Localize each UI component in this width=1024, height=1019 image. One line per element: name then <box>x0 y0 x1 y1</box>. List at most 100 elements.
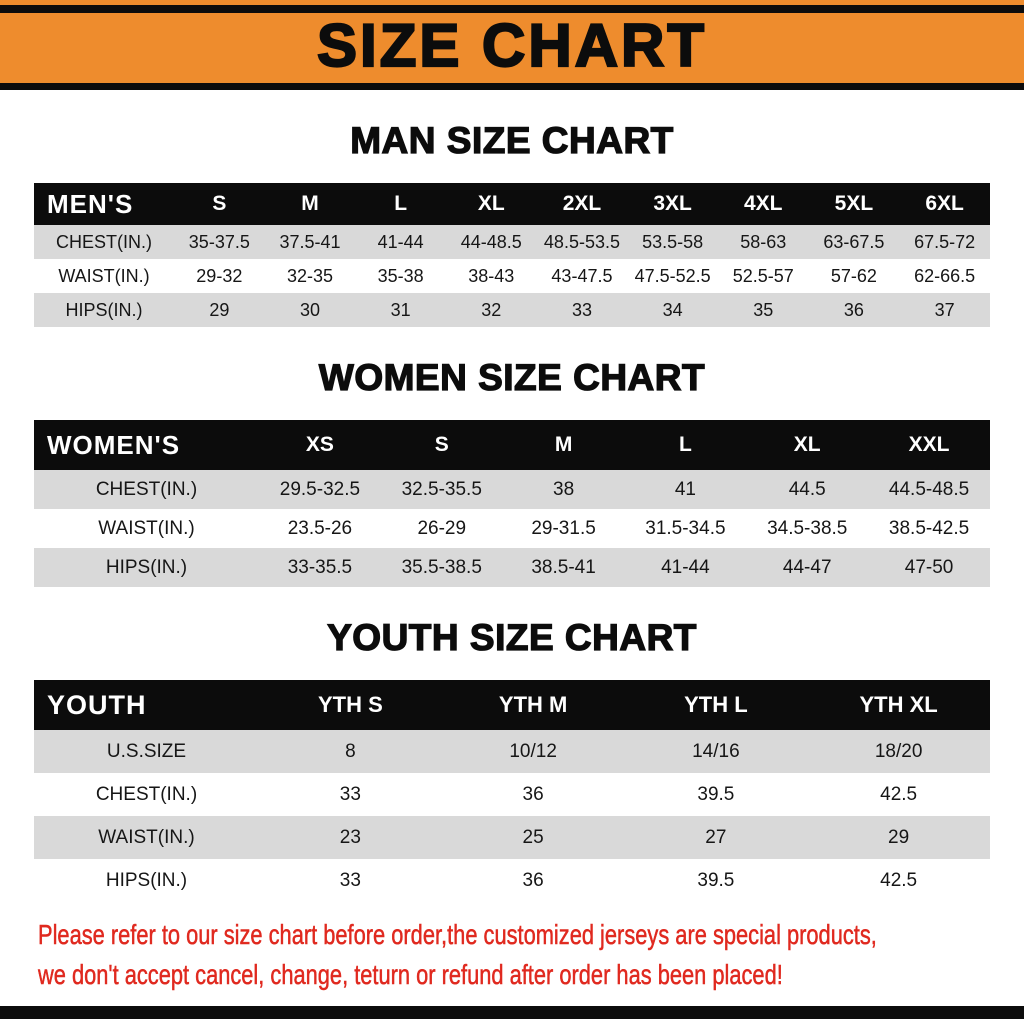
value-cell: 67.5-72 <box>914 231 976 252</box>
value-cell: 32 <box>481 299 502 320</box>
size-column-header: M <box>301 192 319 215</box>
table-title-cell: MEN'S <box>47 188 134 219</box>
footer-note-line-2: we don't accept cancel, change, teturn o… <box>38 959 783 991</box>
value-cell: 35-38 <box>377 265 424 286</box>
value-cell: 44.5-48.5 <box>888 478 970 500</box>
row-label-cell: HIPS(IN.) <box>65 299 143 320</box>
table-row: WAIST(IN.) 29-32 32-35 35-38 38-43 43-47.5 47.… <box>34 259 990 293</box>
size-column-header: XXL <box>908 433 950 456</box>
footer-note-line-1: Please refer to our size chart before or… <box>38 919 877 951</box>
page-title: SIZE CHART <box>316 11 707 79</box>
value-cell: 44-48.5 <box>460 231 522 252</box>
table-row: WAIST(IN.) 23.5-26 26-29 29-31.5 31.5-34.5 34… <box>34 509 990 548</box>
value-cell: 23 <box>339 826 361 848</box>
youth-size-section: YOUTH SIZE CHART YOUTH YTH S YTH M YTH L YTH… <box>0 616 1024 902</box>
bottom-bar <box>0 1006 1024 1019</box>
value-cell: 23.5-26 <box>287 517 353 539</box>
value-cell: 47.5-52.5 <box>634 265 711 286</box>
row-label-cell: CHEST(IN.) <box>95 783 198 805</box>
value-cell: 36 <box>522 869 544 891</box>
value-cell: 18/20 <box>874 740 923 762</box>
value-cell: 29 <box>209 299 230 320</box>
value-cell: 33 <box>339 783 361 805</box>
size-column-header: XS <box>305 433 334 456</box>
value-cell: 38 <box>553 478 575 500</box>
table-row: WAIST(IN.) 23 25 27 29 <box>34 816 990 859</box>
man-size-heading: MAN SIZE CHART <box>350 119 674 161</box>
value-cell: 33 <box>339 869 361 891</box>
value-cell: 43-47.5 <box>551 265 613 286</box>
value-cell: 29-32 <box>196 265 243 286</box>
value-cell: 41 <box>674 478 696 500</box>
size-column-header: 2XL <box>562 192 602 215</box>
value-cell: 41-44 <box>661 556 710 578</box>
value-cell: 52.5-57 <box>732 265 794 286</box>
value-cell: 42.5 <box>880 869 918 891</box>
value-cell: 63-67.5 <box>823 231 885 252</box>
value-cell: 29 <box>888 826 910 848</box>
value-cell: 37 <box>934 299 955 320</box>
women-size-section: WOMEN SIZE CHART WOMEN'S XS S M L XL XXL CHEST… <box>0 356 1024 587</box>
value-cell: 8 <box>345 740 356 762</box>
size-column-header: L <box>678 433 692 456</box>
value-cell: 38-43 <box>468 265 515 286</box>
size-column-header: S <box>212 192 227 215</box>
banner-bottom-rule <box>0 83 1024 90</box>
man-size-table: MEN'S S M L XL 2XL 3XL 4XL 5XL 6XL CHEST(IN.) 35-3… <box>34 183 990 327</box>
row-label-cell: CHEST(IN.) <box>95 478 198 500</box>
value-cell: 29-31.5 <box>531 517 596 539</box>
table-row: U.S.SIZE 8 10/12 14/16 18/20 <box>34 730 990 773</box>
value-cell: 36 <box>843 299 864 320</box>
value-cell: 31.5-34.5 <box>645 517 726 539</box>
size-chart-sections: MAN SIZE CHART MEN'S S M L XL 2XL 3XL 4XL 5XL 6XL… <box>0 90 1024 902</box>
value-cell: 34.5-38.5 <box>767 517 848 539</box>
women-size-heading: WOMEN SIZE CHART <box>318 356 706 398</box>
size-column-header: 6XL <box>925 192 964 215</box>
size-column-header: L <box>394 192 408 215</box>
youth-size-table: YOUTH YTH S YTH M YTH L YTH XL U.S.SIZE 8 10/1… <box>34 680 990 902</box>
value-cell: 62-66.5 <box>914 265 976 286</box>
row-label-cell: HIPS(IN.) <box>105 869 188 891</box>
table-row: CHEST(IN.) 33 36 39.5 42.5 <box>34 773 990 816</box>
value-cell: 31 <box>390 299 411 320</box>
value-cell: 38.5-41 <box>531 556 596 578</box>
value-cell: 32.5-35.5 <box>401 478 482 500</box>
value-cell: 57-62 <box>830 265 877 286</box>
table-row: HIPS(IN.) 33 36 39.5 42.5 <box>34 859 990 902</box>
value-cell: 14/16 <box>692 740 740 762</box>
size-column-header: YTH XL <box>859 692 938 717</box>
value-cell: 44.5 <box>788 478 826 500</box>
value-cell: 58-63 <box>740 231 787 252</box>
value-cell: 39.5 <box>697 869 735 891</box>
value-cell: 37.5-41 <box>279 231 341 252</box>
size-column-header: 4XL <box>744 192 783 215</box>
value-cell: 29.5-32.5 <box>279 478 361 500</box>
value-cell: 35 <box>753 299 774 320</box>
row-label-cell: WAIST(IN.) <box>98 517 195 539</box>
footer-note: Please refer to our size chart before or… <box>38 918 1024 998</box>
value-cell: 34 <box>662 299 683 320</box>
table-header-row: WOMEN'S XS S M L XL XXL <box>34 420 990 470</box>
value-cell: 42.5 <box>880 783 918 805</box>
value-cell: 32-35 <box>286 265 333 286</box>
table-header-row: YOUTH YTH S YTH M YTH L YTH XL <box>34 680 990 730</box>
man-size-section: MAN SIZE CHART MEN'S S M L XL 2XL 3XL 4XL 5XL 6XL… <box>0 119 1024 327</box>
value-cell: 53.5-58 <box>642 231 704 252</box>
value-cell: 38.5-42.5 <box>888 517 970 539</box>
value-cell: 35-37.5 <box>188 231 250 252</box>
size-column-header: 3XL <box>653 192 692 215</box>
size-column-header: XL <box>477 192 505 215</box>
women-size-table: WOMEN'S XS S M L XL XXL CHEST(IN.) 29.5-32.5 32.… <box>34 420 990 587</box>
size-column-header: YTH S <box>317 692 383 717</box>
value-cell: 33 <box>571 299 592 320</box>
value-cell: 26-29 <box>417 517 467 539</box>
size-column-header: S <box>434 433 449 456</box>
value-cell: 44-47 <box>782 556 832 578</box>
table-row: CHEST(IN.) 29.5-32.5 32.5-35.5 38 41 44.5 44.5… <box>34 470 990 509</box>
table-title-cell: YOUTH <box>47 689 147 720</box>
value-cell: 47-50 <box>904 556 954 578</box>
table-row: CHEST(IN.) 35-37.5 37.5-41 41-44 44-48.5 48.5… <box>34 225 990 259</box>
table-row: HIPS(IN.) 29 30 31 32 33 34 35 36 37 <box>34 293 990 327</box>
row-label-cell: WAIST(IN.) <box>98 826 195 848</box>
